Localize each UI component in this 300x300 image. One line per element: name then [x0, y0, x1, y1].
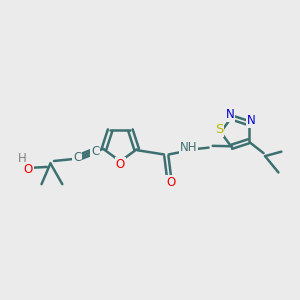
Text: N: N: [226, 108, 234, 121]
Text: S: S: [215, 123, 224, 136]
Text: C: C: [91, 145, 99, 158]
Text: O: O: [116, 158, 125, 171]
Text: O: O: [23, 163, 33, 176]
Text: O: O: [166, 176, 176, 189]
Text: C: C: [73, 151, 81, 164]
Text: N: N: [247, 114, 256, 127]
Text: H: H: [18, 152, 27, 165]
Text: NH: NH: [180, 141, 197, 154]
